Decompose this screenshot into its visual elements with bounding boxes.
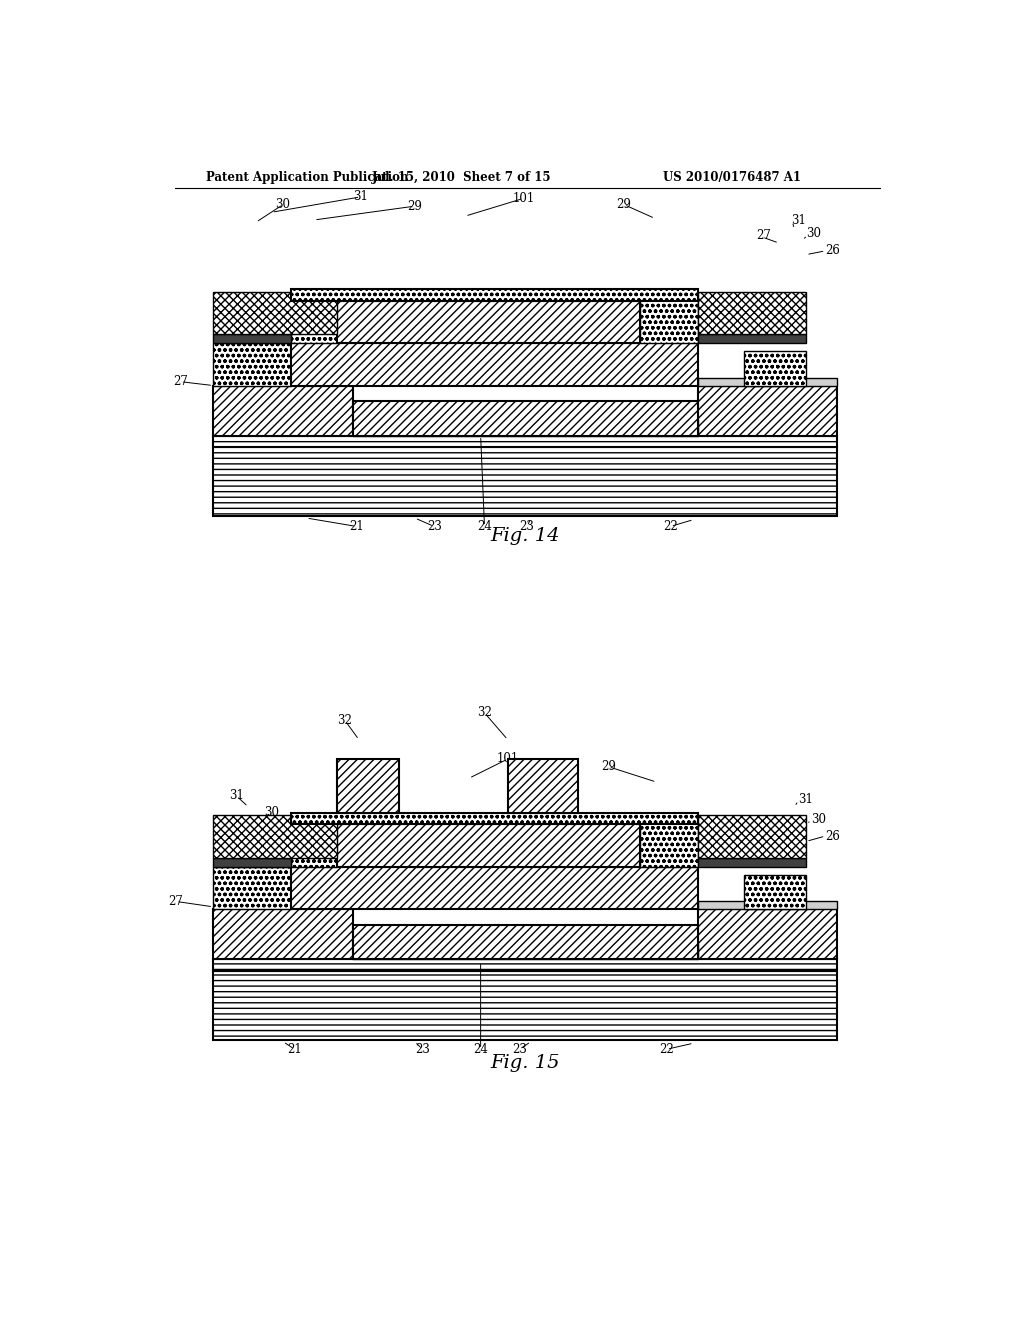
Text: 24: 24: [477, 520, 492, 533]
Bar: [291, 298, 337, 343]
Bar: [213, 960, 838, 970]
Bar: [213, 447, 838, 516]
Text: Fig. 15: Fig. 15: [490, 1055, 559, 1072]
Bar: [352, 944, 697, 960]
Text: 30: 30: [812, 813, 826, 825]
Text: 30: 30: [275, 198, 291, 211]
Text: 22: 22: [664, 520, 678, 533]
Bar: [352, 420, 697, 436]
Text: Patent Application Publication: Patent Application Publication: [206, 172, 408, 185]
Text: 31: 31: [229, 789, 244, 803]
Bar: [291, 289, 697, 301]
Text: 27: 27: [783, 354, 798, 367]
Text: 29: 29: [601, 760, 616, 774]
Text: 27: 27: [173, 375, 188, 388]
Bar: [291, 867, 697, 909]
Text: 27: 27: [775, 832, 790, 843]
Text: US 2010/0176487 A1: US 2010/0176487 A1: [663, 172, 801, 185]
Bar: [213, 970, 838, 1040]
Text: 26: 26: [825, 244, 841, 257]
Text: 21: 21: [349, 520, 364, 533]
Bar: [697, 909, 838, 960]
Text: Jul. 15, 2010  Sheet 7 of 15: Jul. 15, 2010 Sheet 7 of 15: [372, 172, 551, 185]
Bar: [697, 292, 806, 334]
Text: 30: 30: [264, 807, 279, 820]
Text: 32: 32: [477, 706, 492, 719]
Bar: [337, 759, 399, 813]
Text: 21: 21: [288, 1043, 302, 1056]
Text: 26: 26: [825, 829, 841, 842]
Text: 101: 101: [512, 191, 535, 205]
Bar: [213, 385, 352, 436]
Bar: [697, 858, 806, 867]
Bar: [697, 816, 806, 858]
Bar: [697, 385, 838, 436]
Bar: [291, 813, 697, 825]
Text: 32: 32: [338, 714, 352, 727]
Bar: [213, 909, 352, 960]
Bar: [213, 334, 291, 343]
Text: 29: 29: [616, 198, 632, 211]
Bar: [291, 343, 697, 385]
Text: 31: 31: [791, 214, 806, 227]
Bar: [640, 822, 697, 867]
Text: 29: 29: [376, 768, 391, 781]
Text: Fig. 14: Fig. 14: [490, 527, 559, 545]
Text: 27: 27: [169, 895, 183, 908]
Bar: [213, 436, 838, 447]
Bar: [337, 301, 640, 343]
Bar: [697, 378, 838, 385]
Text: 24: 24: [473, 1043, 488, 1056]
Text: 31: 31: [799, 792, 813, 805]
Text: 27: 27: [756, 228, 771, 242]
Text: 27: 27: [783, 882, 798, 895]
Text: 30: 30: [806, 227, 821, 240]
Bar: [697, 334, 806, 343]
Bar: [213, 292, 337, 334]
Bar: [508, 759, 578, 813]
Bar: [352, 924, 697, 960]
Bar: [640, 298, 697, 343]
Bar: [213, 816, 337, 858]
Bar: [744, 875, 806, 909]
Bar: [213, 858, 291, 867]
Text: 23: 23: [520, 520, 535, 533]
Bar: [697, 902, 838, 909]
Text: 29: 29: [408, 199, 422, 213]
Bar: [213, 343, 291, 385]
Bar: [291, 822, 337, 867]
Bar: [744, 351, 806, 385]
Text: 23: 23: [512, 1043, 526, 1056]
Text: 23: 23: [427, 520, 441, 533]
Text: 101: 101: [497, 752, 519, 766]
Bar: [352, 401, 697, 436]
Text: 31: 31: [353, 190, 368, 203]
Bar: [337, 825, 640, 867]
Text: 23: 23: [415, 1043, 430, 1056]
Text: 22: 22: [659, 1043, 674, 1056]
Bar: [213, 867, 291, 909]
